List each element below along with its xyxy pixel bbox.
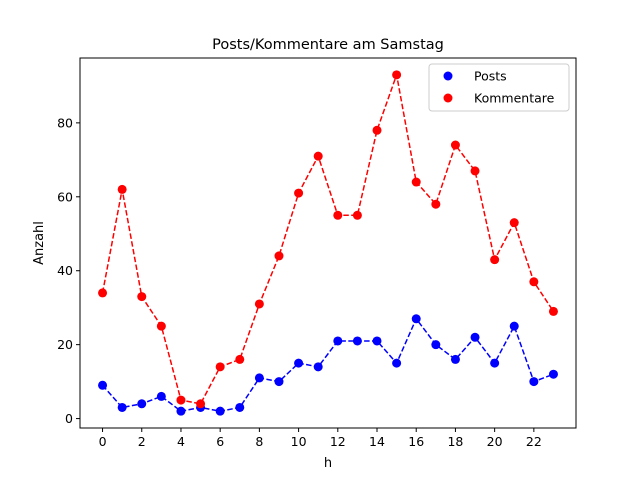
data-point-kommentare <box>294 188 304 198</box>
data-point-kommentare <box>215 362 225 372</box>
x-tick-label: 20 <box>487 434 503 449</box>
y-axis-label: Anzahl <box>32 221 47 265</box>
data-point-kommentare <box>392 70 402 80</box>
data-point-posts <box>333 336 343 346</box>
data-point-kommentare <box>274 251 284 261</box>
data-point-kommentare <box>470 166 480 176</box>
x-axis-label: h <box>324 456 332 471</box>
axes-ticks: 0 2 4 6 8 10 12 14 16 18 20 22 0 20 40 60 80 <box>57 115 542 449</box>
data-point-kommentare <box>196 399 206 409</box>
data-point-posts <box>313 362 323 372</box>
data-point-kommentare <box>450 140 460 150</box>
data-point-kommentare <box>98 288 108 298</box>
x-tick-label: 8 <box>255 434 263 449</box>
data-point-posts <box>529 377 539 387</box>
data-point-posts <box>215 406 225 416</box>
series-line-kommentare <box>101 71 555 405</box>
x-tick-label: 0 <box>99 434 107 449</box>
data-point-posts <box>254 373 264 383</box>
data-point-kommentare <box>313 151 323 161</box>
plot-area <box>98 70 558 416</box>
x-tick-label: 2 <box>138 434 146 449</box>
data-point-posts <box>176 406 186 416</box>
data-point-kommentare <box>117 184 127 194</box>
data-point-kommentare <box>411 177 421 187</box>
data-point-posts <box>156 391 166 401</box>
x-tick-label: 12 <box>330 434 346 449</box>
legend-marker-posts <box>443 71 453 81</box>
y-tick-label: 0 <box>65 411 73 426</box>
data-point-posts <box>470 332 480 342</box>
data-point-posts <box>431 340 441 350</box>
y-tick-label: 80 <box>57 115 73 130</box>
x-tick-label: 22 <box>526 434 542 449</box>
legend-box <box>428 63 570 112</box>
data-point-posts <box>548 369 558 379</box>
data-point-posts <box>490 358 500 368</box>
data-point-posts <box>352 336 362 346</box>
data-point-posts <box>117 402 127 412</box>
data-point-posts <box>411 314 421 324</box>
data-point-kommentare <box>490 255 500 265</box>
data-point-kommentare <box>176 395 186 405</box>
data-point-posts <box>509 321 519 331</box>
data-point-posts <box>235 402 245 412</box>
chart-title: Posts/Kommentare am Samstag <box>212 37 444 53</box>
data-point-posts <box>294 358 304 368</box>
legend-label-posts: Posts <box>474 69 507 84</box>
plot-frame <box>79 57 577 429</box>
x-tick-label: 6 <box>216 434 224 449</box>
data-point-kommentare <box>333 210 343 220</box>
data-point-kommentare <box>509 218 519 228</box>
data-point-kommentare <box>431 199 441 209</box>
data-point-kommentare <box>548 306 558 316</box>
legend-marker-kommentare <box>443 93 453 103</box>
data-point-kommentare <box>372 125 382 135</box>
data-point-kommentare <box>254 299 264 309</box>
data-point-posts <box>98 380 108 390</box>
x-tick-label: 4 <box>177 434 185 449</box>
data-point-kommentare <box>352 210 362 220</box>
data-point-posts <box>137 399 147 409</box>
y-tick-label: 60 <box>57 189 73 204</box>
y-tick-label: 40 <box>57 263 73 278</box>
data-point-kommentare <box>137 292 147 302</box>
legend: Posts Kommentare <box>428 63 570 112</box>
data-point-posts <box>450 354 460 364</box>
x-tick-label: 16 <box>408 434 424 449</box>
legend-label-kommentare: Kommentare <box>474 91 555 106</box>
y-tick-label: 20 <box>57 337 73 352</box>
data-point-posts <box>274 377 284 387</box>
x-tick-label: 10 <box>291 434 307 449</box>
data-point-kommentare <box>529 277 539 287</box>
data-point-kommentare <box>156 321 166 331</box>
x-tick-label: 18 <box>447 434 463 449</box>
x-tick-label: 14 <box>369 434 385 449</box>
data-point-kommentare <box>235 354 245 364</box>
data-point-posts <box>372 336 382 346</box>
data-point-posts <box>392 358 402 368</box>
